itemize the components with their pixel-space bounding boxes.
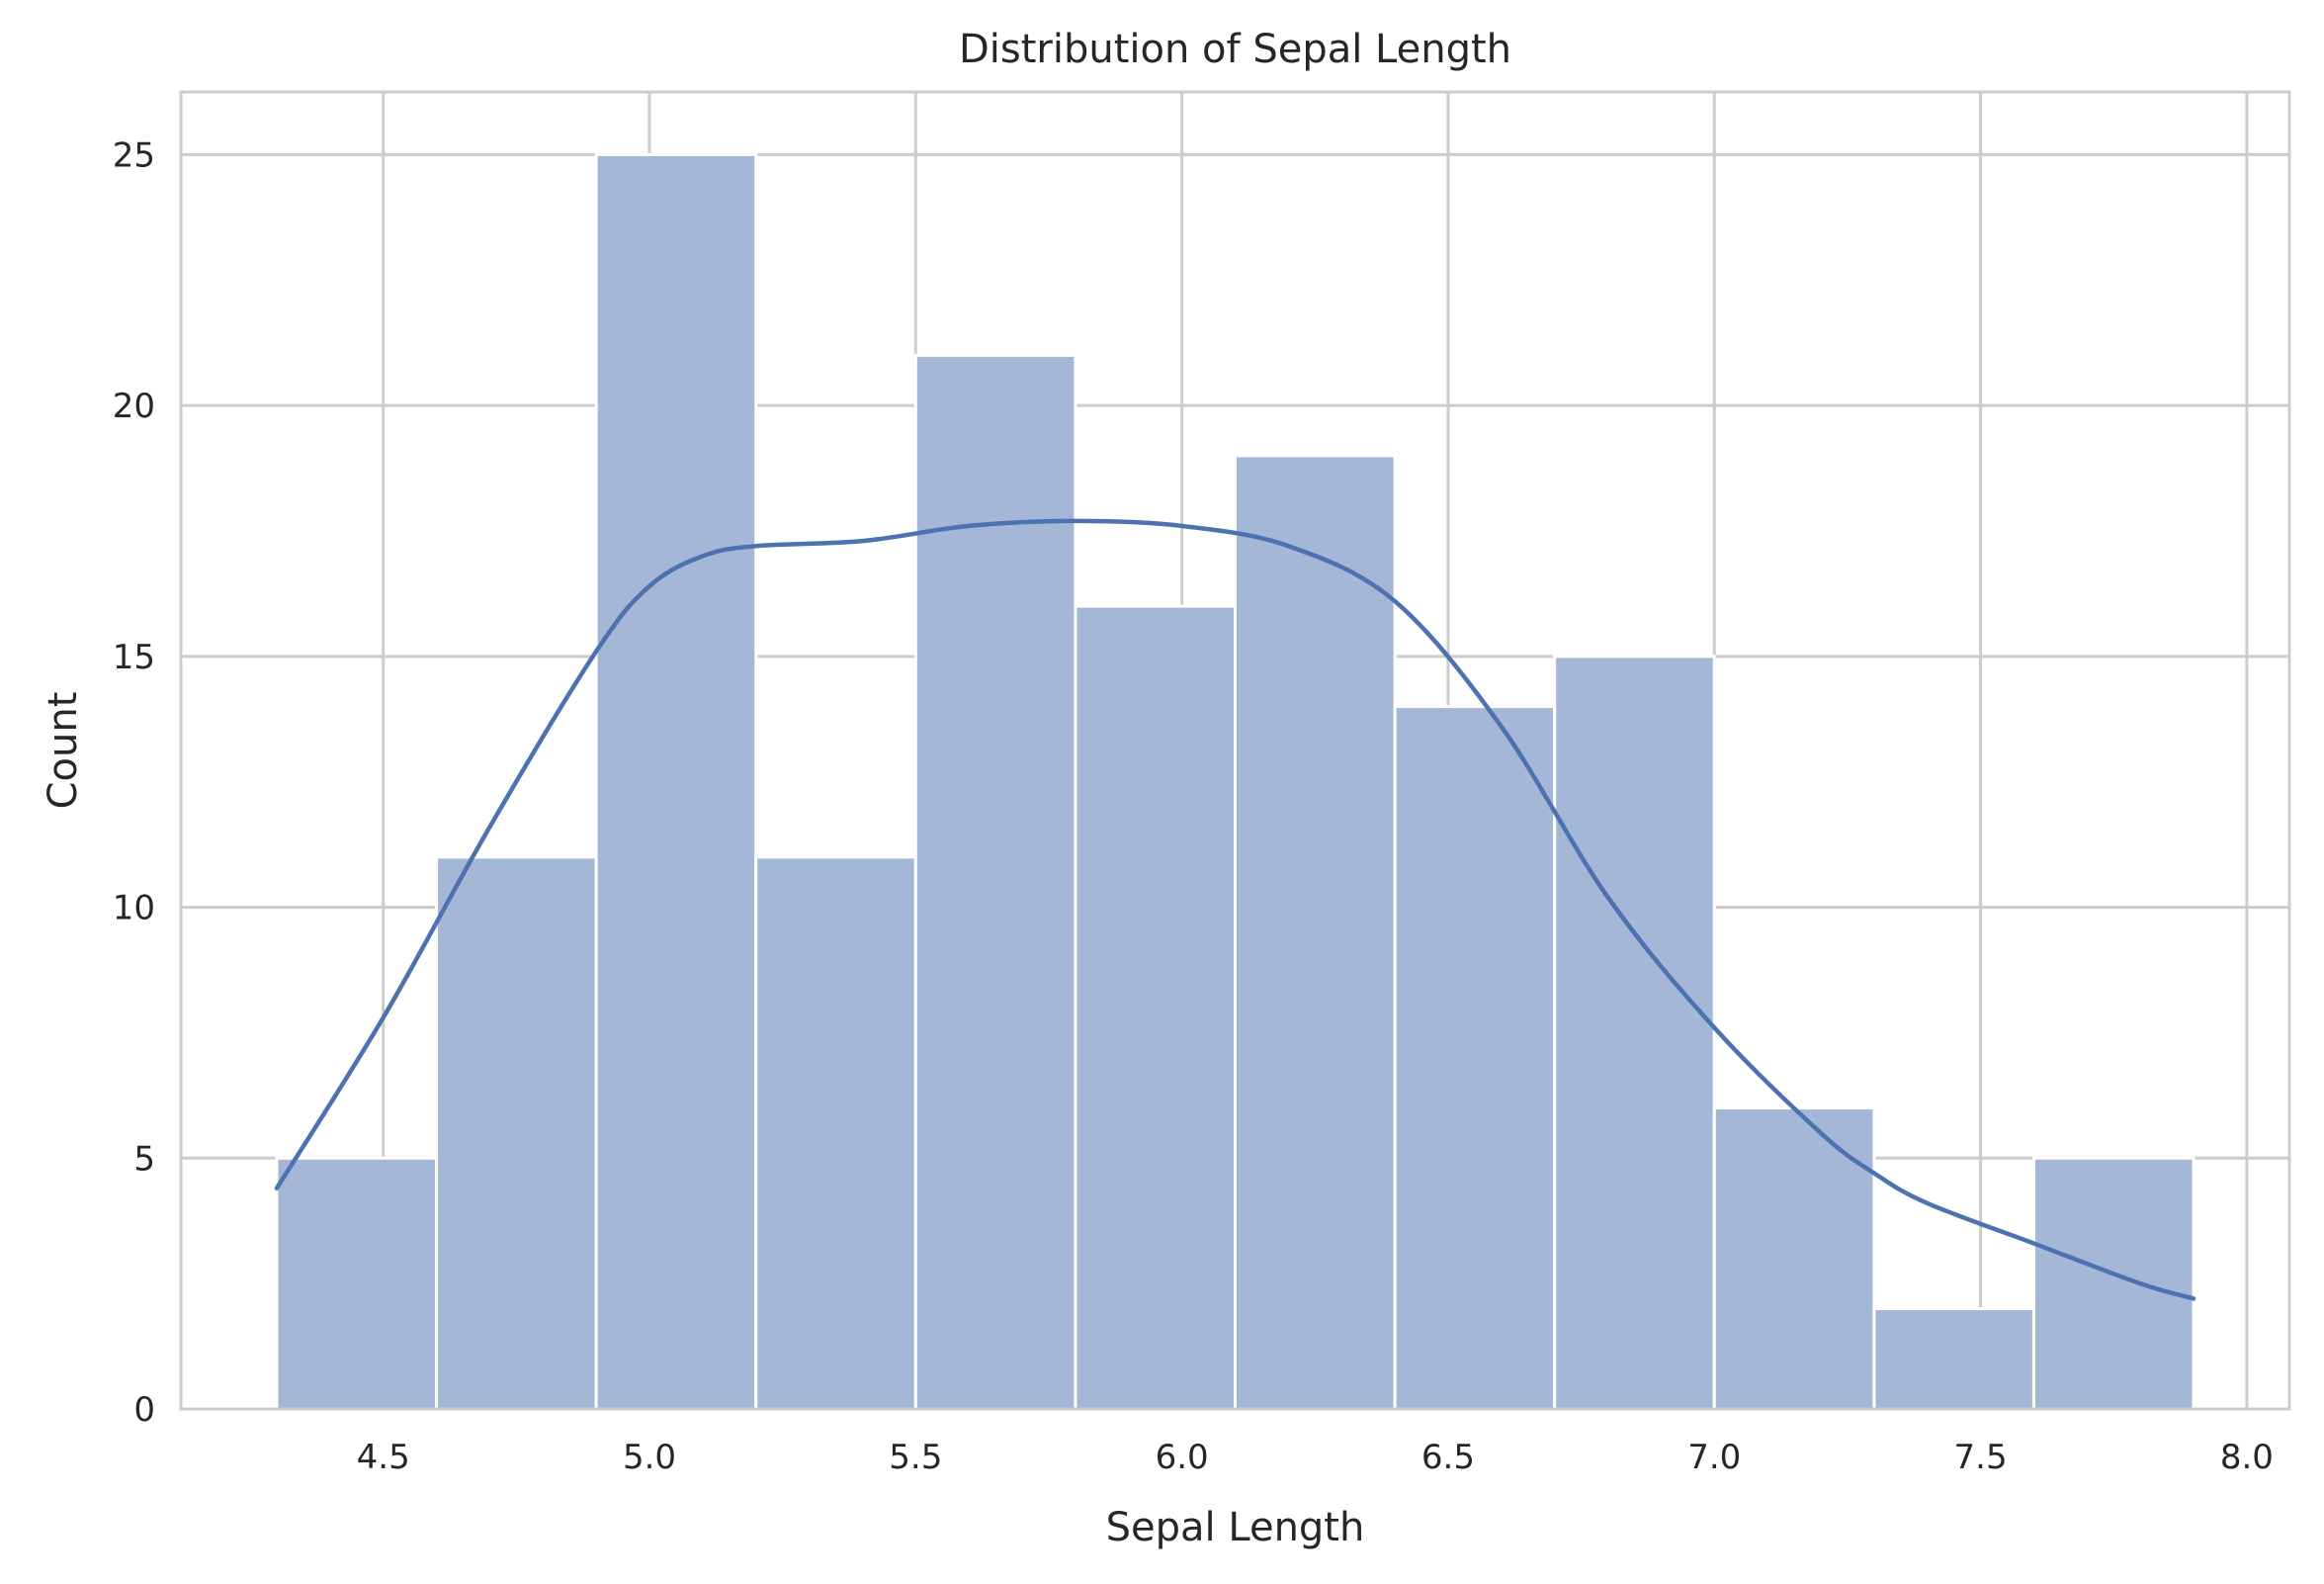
histogram-bar xyxy=(435,855,598,1411)
histogram-bar xyxy=(913,353,1077,1411)
x-tick-labels: 4.5 5.0 5.5 6.0 6.5 7.0 7.5 8.0 xyxy=(357,1438,2274,1477)
y-tick-labels: 0 5 10 15 20 25 xyxy=(113,135,155,1430)
kde-curve-layer xyxy=(274,518,2196,1301)
histogram-bar xyxy=(1712,1106,1876,1411)
histogram-bars xyxy=(275,152,2195,1411)
y-tick-label: 15 xyxy=(113,638,155,677)
x-tick-label: 8.0 xyxy=(2220,1438,2274,1477)
y-tick-label: 10 xyxy=(113,889,155,928)
histogram-bar xyxy=(2031,1156,2195,1411)
histogram-bar xyxy=(1872,1307,2035,1411)
x-tick-label: 5.0 xyxy=(623,1438,676,1477)
x-axis-title: Sepal Length xyxy=(1106,1505,1365,1550)
x-tick-label: 6.0 xyxy=(1156,1438,1209,1477)
x-tick-label: 4.5 xyxy=(357,1438,410,1477)
histogram-bar xyxy=(1553,655,1716,1411)
y-tick-label: 20 xyxy=(113,387,155,426)
y-axis-title: Count xyxy=(41,692,86,810)
histogram-bar xyxy=(1234,454,1397,1411)
x-tick-label: 7.5 xyxy=(1954,1438,2008,1477)
histogram-bar xyxy=(275,1156,439,1411)
y-tick-label: 25 xyxy=(113,135,155,175)
x-tick-label: 6.5 xyxy=(1421,1438,1475,1477)
histogram-bar xyxy=(594,152,758,1411)
x-tick-label: 7.0 xyxy=(1687,1438,1741,1477)
y-tick-label: 5 xyxy=(133,1139,155,1179)
kde-line xyxy=(274,518,2196,1301)
chart-title: Distribution of Sepal Length xyxy=(959,27,1511,72)
histogram-bar xyxy=(754,855,917,1411)
histogram-bar xyxy=(1393,705,1557,1411)
x-tick-label: 5.5 xyxy=(889,1438,942,1477)
y-tick-label: 0 xyxy=(133,1390,155,1430)
histogram-bar xyxy=(1074,604,1237,1411)
axes-frame xyxy=(179,90,2291,1411)
